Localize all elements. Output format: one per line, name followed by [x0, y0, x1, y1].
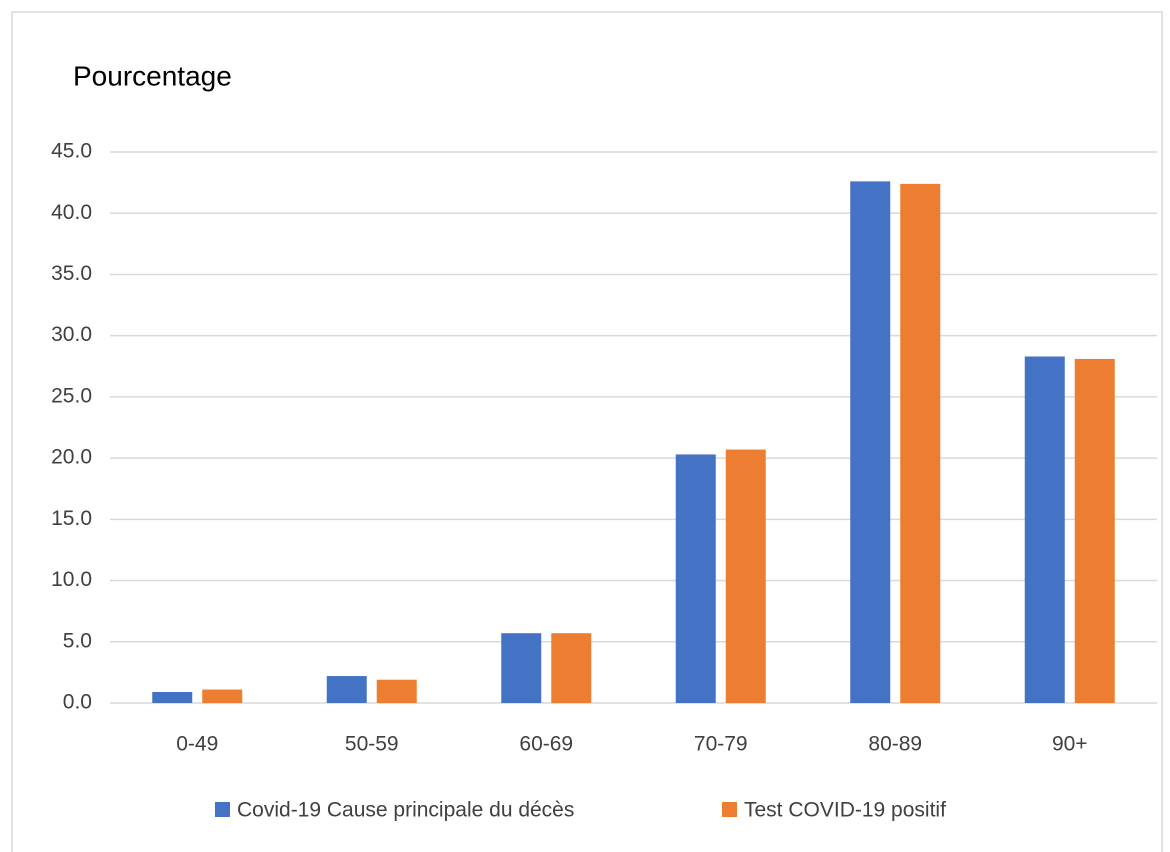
x-tick-label: 50-59: [345, 733, 399, 756]
x-tick-label: 70-79: [694, 733, 748, 756]
y-tick-label: 15.0: [51, 507, 92, 530]
y-tick-label: 0.0: [63, 691, 92, 714]
chart-frame: [11, 11, 1163, 852]
y-tick-label: 5.0: [63, 629, 92, 652]
y-tick-label: 20.0: [51, 446, 92, 469]
bar: [725, 449, 766, 703]
y-tick-label: 30.0: [51, 323, 92, 346]
chart-title: Pourcentage: [73, 60, 232, 91]
y-tick-label: 10.0: [51, 568, 92, 591]
y-tick-label: 45.0: [51, 140, 92, 163]
bar: [501, 633, 542, 703]
legend-swatch: [722, 802, 737, 817]
legend-label: Covid-19 Cause principale du décès: [237, 799, 574, 822]
x-tick-label: 0-49: [176, 733, 218, 756]
bar: [202, 689, 243, 703]
x-tick-label: 60-69: [519, 733, 573, 756]
bar: [675, 454, 716, 703]
bar: [326, 676, 367, 703]
bar: [376, 679, 417, 703]
x-tick-label: 90+: [1052, 733, 1088, 756]
bar: [551, 633, 592, 703]
legend-label: Test COVID-19 positif: [744, 799, 946, 822]
y-tick-label: 25.0: [51, 384, 92, 407]
bar: [152, 691, 193, 703]
bar: [1074, 358, 1115, 703]
x-tick-label: 80-89: [868, 733, 922, 756]
bar: [1024, 356, 1065, 703]
bar: [900, 183, 941, 703]
legend-swatch: [215, 802, 230, 817]
bar: [850, 181, 891, 704]
y-tick-label: 35.0: [51, 262, 92, 285]
y-tick-label: 40.0: [51, 201, 92, 224]
